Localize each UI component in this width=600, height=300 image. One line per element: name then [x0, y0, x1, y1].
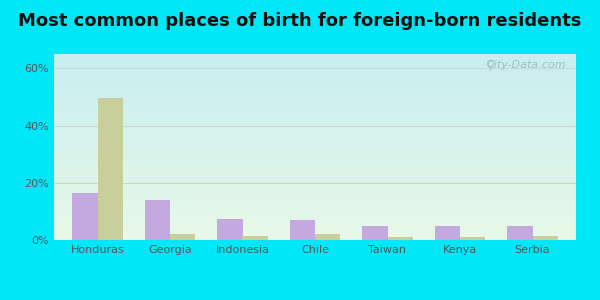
Bar: [315, 234, 340, 240]
Bar: [72, 193, 97, 240]
Bar: [170, 234, 196, 240]
Bar: [145, 200, 170, 240]
Bar: [217, 218, 242, 240]
Bar: [507, 226, 533, 240]
Text: City-Data.com: City-Data.com: [486, 60, 566, 70]
Text: Most common places of birth for foreign-born residents: Most common places of birth for foreign-…: [19, 12, 581, 30]
Bar: [242, 236, 268, 240]
Bar: [533, 236, 558, 240]
Bar: [460, 237, 485, 240]
Text: ⚲: ⚲: [486, 58, 495, 72]
Bar: [97, 98, 123, 240]
Bar: [388, 237, 413, 240]
Bar: [362, 226, 388, 240]
Bar: [290, 220, 315, 240]
Bar: [434, 226, 460, 240]
